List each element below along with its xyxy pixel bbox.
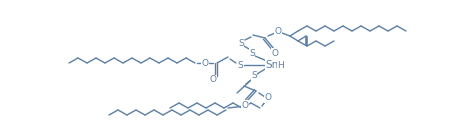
Text: O: O [210,75,217,84]
Text: S: S [249,48,255,58]
Text: S: S [238,39,244,48]
Text: O: O [242,100,249,110]
Text: O: O [265,94,271,102]
Text: H: H [277,61,284,70]
Text: S: S [237,61,243,70]
Text: O: O [202,59,209,67]
Text: Sn: Sn [265,60,279,70]
Text: O: O [275,28,282,37]
Text: S: S [251,72,257,81]
Text: O: O [271,48,278,58]
